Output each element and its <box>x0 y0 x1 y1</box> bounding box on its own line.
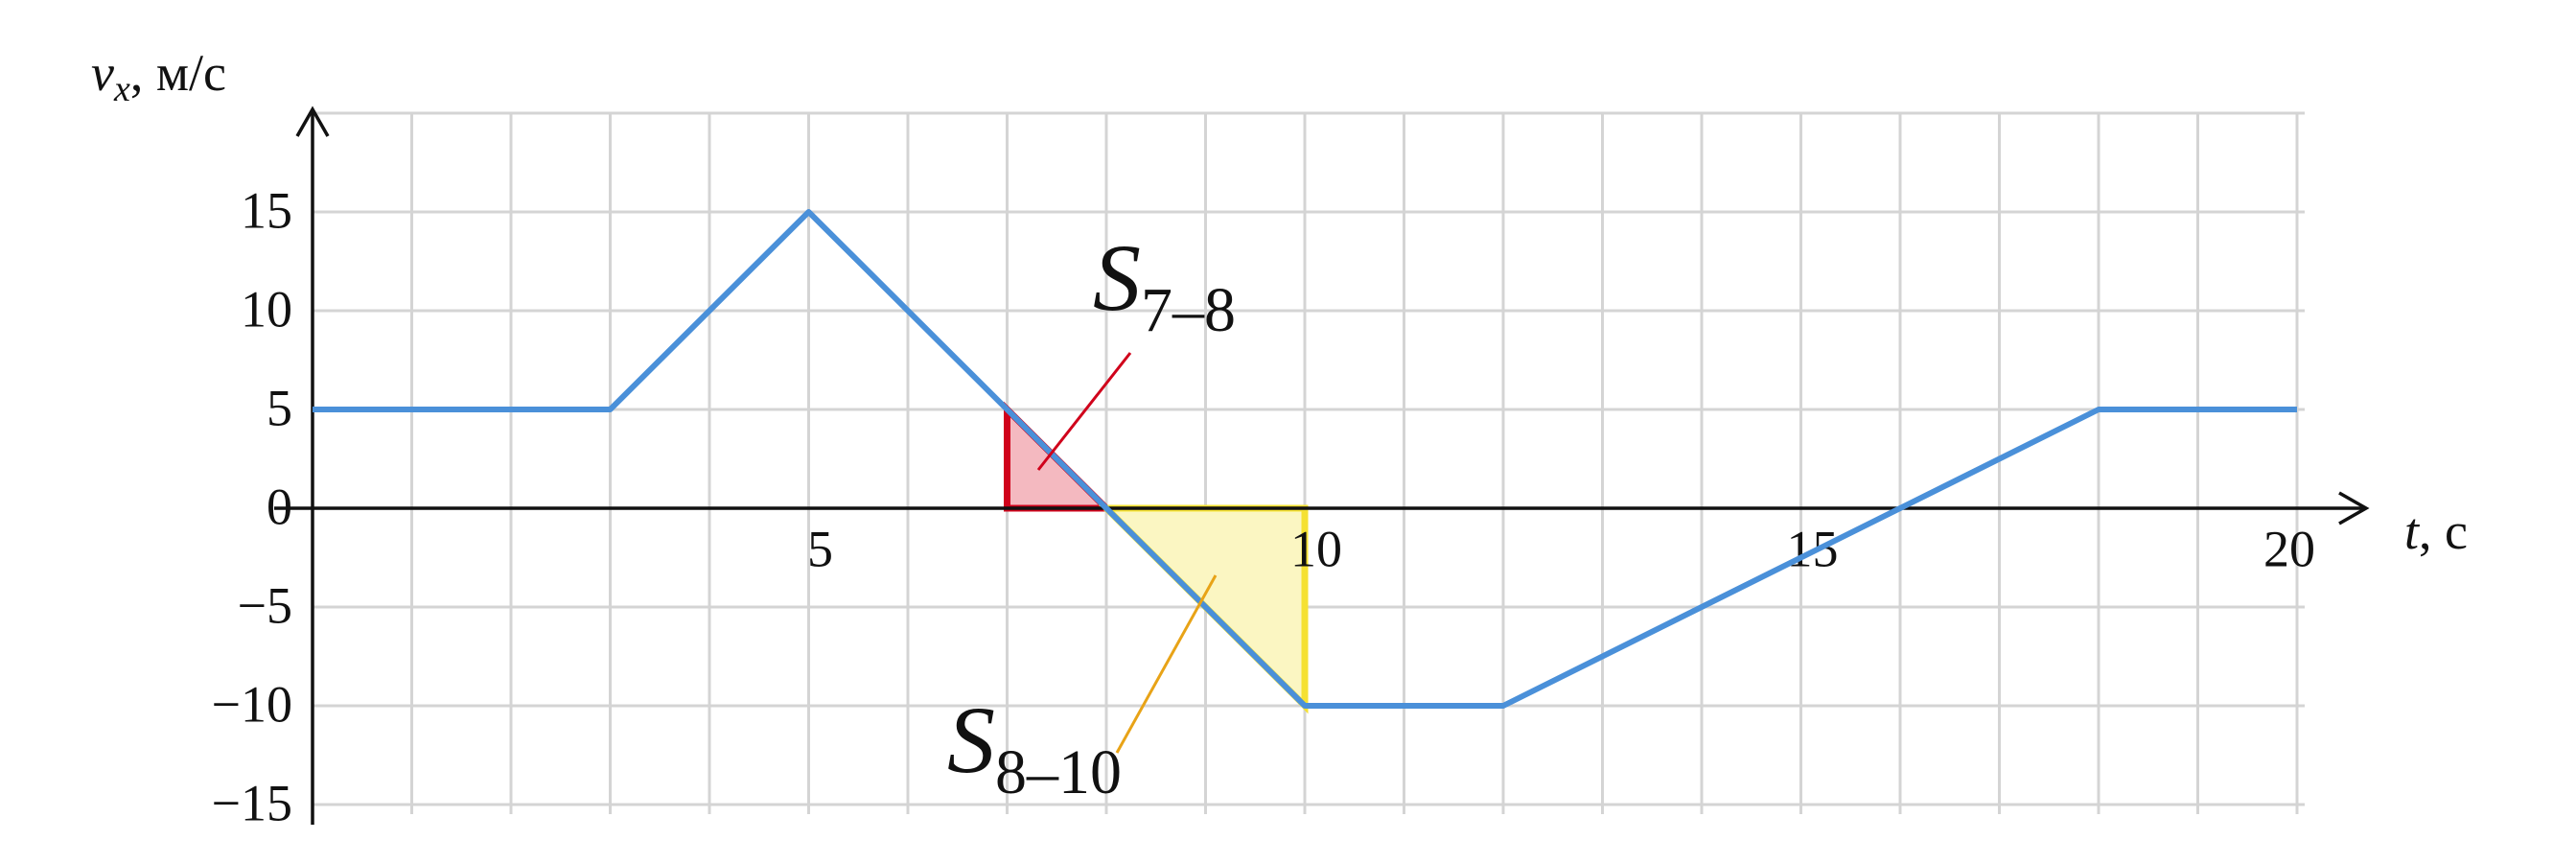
region-label: S7–8 <box>1093 224 1236 345</box>
y-axis-label-subscript: x <box>113 69 130 109</box>
x-axis-arrow <box>2338 491 2370 525</box>
x-tick-label: 5 <box>807 520 833 577</box>
leader-line <box>1115 574 1218 754</box>
region-label-subscript: 8–10 <box>995 737 1122 807</box>
y-axis-label: vx, м/с <box>91 44 226 108</box>
x-axis-label-unit: , с <box>2419 502 2468 560</box>
data-line <box>313 209 2297 709</box>
y-axis-label-symbol: v <box>91 44 114 102</box>
y-tick-label: −15 <box>212 774 292 831</box>
y-tick-label: 10 <box>241 280 292 338</box>
y-axis-arrow <box>295 105 330 137</box>
leader-line <box>1036 352 1132 471</box>
y-tick-label: 5 <box>267 379 292 436</box>
x-tick-label: 10 <box>1290 520 1342 577</box>
region-label-subscript: 7–8 <box>1141 275 1236 345</box>
x-axis-label-symbol: t <box>2404 502 2421 560</box>
y-tick-label: −5 <box>238 576 292 634</box>
x-tick-label: 20 <box>2263 520 2315 577</box>
region-label: S8–10 <box>947 687 1122 807</box>
y-axis-label-unit: , м/с <box>130 44 226 102</box>
y-tick-label: −10 <box>212 675 292 733</box>
x-axis-label: t, с <box>2404 502 2468 560</box>
region-label-symbol: S <box>947 687 995 793</box>
y-tick-label: 0 <box>267 478 292 535</box>
region-label-symbol: S <box>1093 224 1141 331</box>
y-tick-label: 15 <box>241 181 292 239</box>
